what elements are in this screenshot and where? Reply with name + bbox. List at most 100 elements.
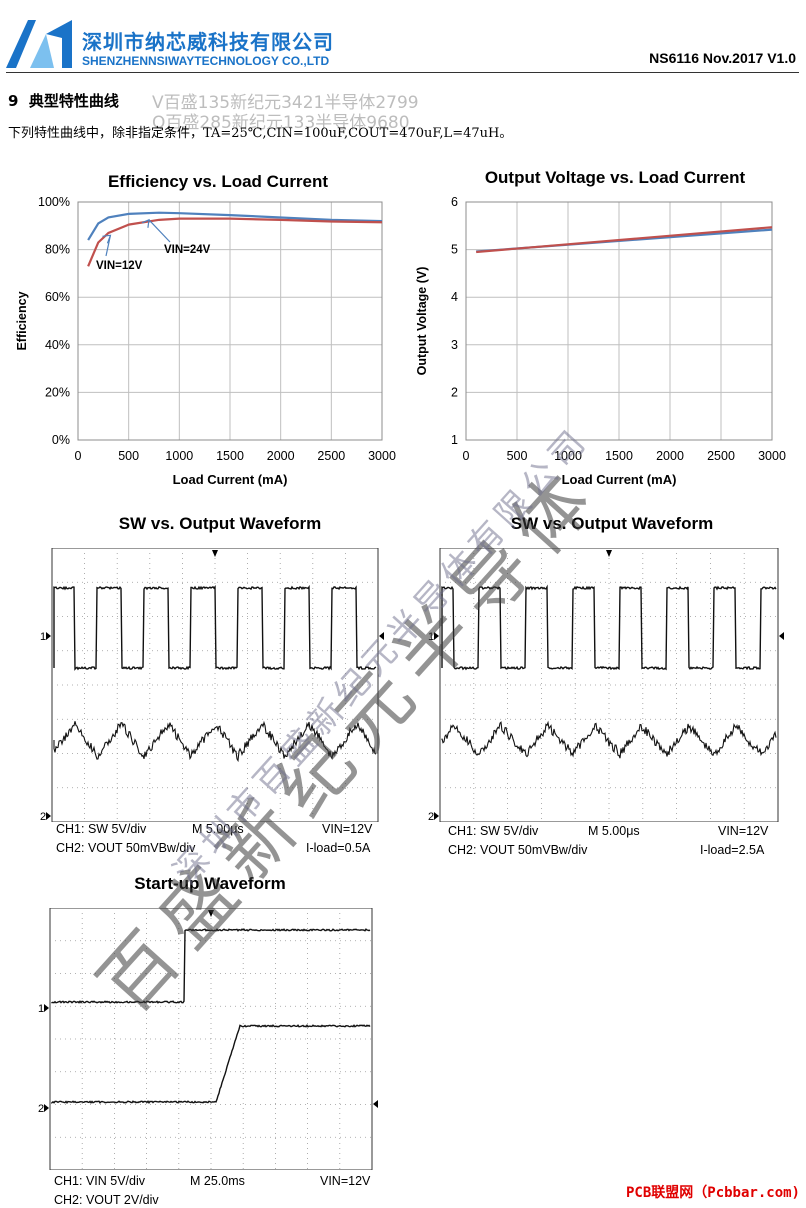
scope-1-screen: 12 bbox=[40, 548, 384, 822]
annotation-vin-12v: VIN=12V bbox=[96, 260, 143, 272]
scope-2-vin: VIN=12V bbox=[718, 824, 769, 838]
x-axis-label: Load Current (mA) bbox=[562, 472, 677, 487]
y-axis-label: Efficiency bbox=[15, 291, 29, 350]
ch1-marker-arrow-icon bbox=[46, 632, 51, 640]
y-tick-label: 40% bbox=[45, 338, 70, 352]
scope-2-timebase: M 5.00μs bbox=[588, 824, 640, 838]
section-title: 9 典型特性曲线 bbox=[8, 92, 119, 110]
y-tick-label: 60% bbox=[45, 290, 70, 304]
ch2-marker-arrow-icon bbox=[44, 1104, 49, 1112]
y-tick-label: 80% bbox=[45, 243, 70, 257]
chart-efficiency-title: Efficiency vs. Load Current bbox=[107, 172, 329, 191]
ch2-vout-waveform bbox=[51, 1024, 371, 1105]
watermark-line-2: Q百盛285新纪元133半导体9680 bbox=[152, 113, 410, 133]
ch1-marker: 1 bbox=[40, 631, 46, 643]
scope-1-timebase: M 5.00μs bbox=[192, 822, 244, 836]
scope-3-timebase: M 25.0ms bbox=[190, 1174, 245, 1188]
annotation-arrow-24v bbox=[148, 219, 171, 243]
ch1-marker: 1 bbox=[428, 631, 434, 643]
scope-1-title: SW vs. Output Waveform bbox=[118, 514, 322, 533]
scope-3-title: Start-up Waveform bbox=[134, 874, 286, 893]
footer-source: PCB联盟网（Pcbbar.com) bbox=[625, 1185, 800, 1201]
x-tick-label: 2000 bbox=[267, 449, 295, 463]
scope-2-ch1-setting: CH1: SW 5V/div bbox=[448, 824, 539, 838]
x-tick-label: 2500 bbox=[707, 449, 735, 463]
y-tick-label: 0% bbox=[52, 433, 70, 447]
ch2-marker: 2 bbox=[38, 1103, 44, 1115]
y-axis-label: Output Voltage (V) bbox=[415, 267, 429, 376]
x-tick-label: 0 bbox=[463, 449, 470, 463]
x-tick-label: 1000 bbox=[165, 449, 193, 463]
scope-1-ch2-setting: CH2: VOUT 50mVBw/div bbox=[56, 841, 196, 855]
scope-2-title: SW vs. Output Waveform bbox=[510, 514, 714, 533]
trigger-level-icon bbox=[379, 632, 384, 640]
company-name-en: SHENZHENNSIWAYTECHNOLOGY CO.,LTD bbox=[82, 54, 330, 68]
y-tick-label: 3 bbox=[451, 338, 458, 352]
x-axis-label: Load Current (mA) bbox=[173, 472, 288, 487]
annotation-vin-24v: VIN=24V bbox=[164, 244, 211, 256]
scope-1-ch1-setting: CH1: SW 5V/div bbox=[56, 822, 147, 836]
annotation-arrowhead-12v bbox=[102, 234, 112, 244]
scope-1-vin: VIN=12V bbox=[322, 822, 373, 836]
x-tick-label: 1000 bbox=[554, 449, 582, 463]
x-tick-label: 1500 bbox=[605, 449, 633, 463]
x-tick-label: 2000 bbox=[656, 449, 684, 463]
scope-3-vin: VIN=12V bbox=[320, 1174, 371, 1188]
header-divider bbox=[6, 72, 799, 73]
watermark-line-1: V百盛135新纪元3421半导体2799 bbox=[152, 93, 419, 113]
trigger-position-icon bbox=[208, 910, 214, 917]
scope-2-load: I-load=2.5A bbox=[700, 843, 765, 857]
series-line-vin-12v bbox=[87, 211, 383, 241]
x-tick-label: 2500 bbox=[317, 449, 345, 463]
y-tick-label: 100% bbox=[38, 195, 70, 209]
x-tick-label: 3000 bbox=[368, 449, 396, 463]
ch1-marker: 1 bbox=[38, 1003, 44, 1015]
trigger-level-icon bbox=[779, 632, 784, 640]
series-line-vin-24v bbox=[87, 217, 383, 267]
y-tick-label: 5 bbox=[451, 243, 458, 257]
scope-graticule bbox=[49, 908, 373, 1170]
ch2-marker: 2 bbox=[40, 811, 46, 822]
ch2-vout-waveform bbox=[441, 720, 777, 759]
y-tick-label: 1 bbox=[451, 433, 458, 447]
ch1-marker-arrow-icon bbox=[44, 1004, 49, 1012]
scope-2-ch2-setting: CH2: VOUT 50mVBw/div bbox=[448, 843, 588, 857]
company-logo bbox=[6, 20, 72, 68]
trigger-position-icon bbox=[212, 550, 218, 557]
plot-frame bbox=[77, 201, 383, 441]
x-tick-label: 500 bbox=[507, 449, 528, 463]
chart-vout-title: Output Voltage vs. Load Current bbox=[484, 168, 746, 187]
x-tick-label: 3000 bbox=[758, 449, 786, 463]
y-tick-label: 4 bbox=[451, 290, 458, 304]
ch2-marker-arrow-icon bbox=[434, 812, 439, 820]
doc-info: NS6116 Nov.2017 V1.0 bbox=[649, 50, 796, 66]
scope-graticule bbox=[439, 548, 779, 822]
company-name-cn: 深圳市纳芯威科技有限公司 bbox=[82, 30, 334, 54]
ch1-sw-waveform bbox=[441, 584, 777, 671]
x-tick-label: 0 bbox=[75, 449, 82, 463]
scope-3-screen: 12 bbox=[38, 908, 378, 1170]
section-intro: 下列特性曲线中，除非指定条件，TA=25℃,CIN=100uF,COUT=470… bbox=[8, 126, 513, 141]
trigger-position-icon bbox=[606, 550, 612, 557]
chart-efficiency: 0 500 1000 1500 2000 2500 3000 0% 20% 40% 60% 80% 10… bbox=[15, 195, 396, 487]
ch1-vin-waveform bbox=[51, 928, 371, 1004]
ch2-marker-arrow-icon bbox=[46, 812, 51, 820]
chart-output-voltage: 0 500 1000 1500 2000 2500 3000 1 2 3 4 5 6 Load Curre… bbox=[415, 195, 786, 487]
y-tick-label: 2 bbox=[451, 385, 458, 399]
trigger-level-icon bbox=[373, 1100, 378, 1108]
ch1-sw-waveform bbox=[53, 584, 377, 671]
ch2-marker: 2 bbox=[428, 811, 434, 822]
scope-1-load: I-load=0.5A bbox=[306, 841, 371, 855]
ch1-marker-arrow-icon bbox=[434, 632, 439, 640]
scope-2-screen: 12 bbox=[428, 548, 784, 822]
x-tick-label: 500 bbox=[118, 449, 139, 463]
scope-3-ch2-setting: CH2: VOUT 2V/div bbox=[54, 1193, 159, 1207]
scope-3-ch1-setting: CH1: VIN 5V/div bbox=[54, 1174, 146, 1188]
series-line-vin-24v bbox=[476, 226, 773, 254]
x-tick-label: 1500 bbox=[216, 449, 244, 463]
y-tick-label: 6 bbox=[451, 195, 458, 209]
plot-frame bbox=[465, 201, 773, 441]
y-tick-label: 20% bbox=[45, 385, 70, 399]
ch2-vout-waveform bbox=[53, 720, 377, 763]
annotation-arrowhead-24v bbox=[141, 218, 150, 228]
